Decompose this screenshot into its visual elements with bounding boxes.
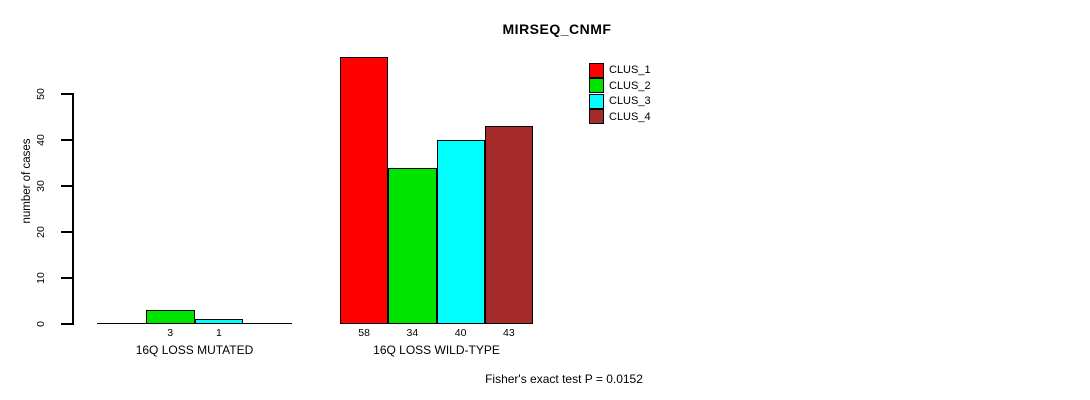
bar-value-label: 43 (503, 327, 515, 339)
bar-clus_1-2 (340, 57, 389, 324)
bar-clus_3-1 (194, 319, 244, 324)
bar-clus_3-2 (436, 140, 485, 324)
bar-value-label: 40 (454, 327, 467, 339)
legend-item: CLUS_1 (589, 62, 651, 78)
category-label: 16Q LOSS WILD-TYPE (373, 343, 500, 357)
legend-item: CLUS_4 (589, 109, 651, 124)
bar-value-label: 1 (215, 327, 222, 339)
y-axis-tick-label: 50 (35, 88, 47, 100)
y-axis-tick-label: 20 (35, 226, 47, 238)
y-axis-tick (61, 185, 72, 187)
y-axis-tick (61, 323, 72, 325)
legend: CLUS_1 CLUS_2 CLUS_3 CLUS_4 (589, 62, 651, 125)
bar-clus_2-1 (145, 310, 195, 324)
legend-label: CLUS_4 (609, 110, 651, 123)
y-axis-tick (61, 93, 72, 95)
y-axis-line (72, 93, 74, 325)
y-axis-label: number of cases (21, 138, 33, 224)
bar-value-label: 3 (167, 327, 174, 339)
category-label: 16Q LOSS MUTATED (135, 343, 254, 357)
legend-label: CLUS_3 (609, 95, 651, 107)
legend-swatch-clus_4 (589, 109, 604, 124)
y-axis-tick-label: 10 (35, 272, 47, 284)
y-axis-tick-label: 30 (35, 180, 47, 192)
y-axis-tick (61, 277, 72, 279)
y-axis-tick (61, 231, 72, 233)
legend-swatch-clus_3 (589, 93, 604, 109)
chart-title: MIRSEQ_CNMF (502, 21, 612, 37)
legend-label: CLUS_2 (609, 79, 651, 92)
legend-swatch-clus_1 (589, 62, 604, 78)
legend-label: CLUS_1 (609, 64, 651, 76)
legend-swatch-clus_2 (589, 78, 604, 93)
y-axis-tick-label: 0 (35, 321, 47, 327)
y-axis-tick-label: 40 (35, 134, 47, 146)
fisher-note: Fisher's exact test P = 0.0152 (485, 372, 643, 386)
bar-clus_4-2 (484, 126, 533, 324)
bar-clus_2-2 (388, 167, 437, 324)
y-axis-tick (61, 139, 72, 141)
legend-item: CLUS_2 (589, 78, 651, 93)
legend-item: CLUS_3 (589, 93, 651, 109)
bar-value-label: 58 (358, 327, 370, 339)
bar-value-label: 34 (406, 327, 419, 339)
